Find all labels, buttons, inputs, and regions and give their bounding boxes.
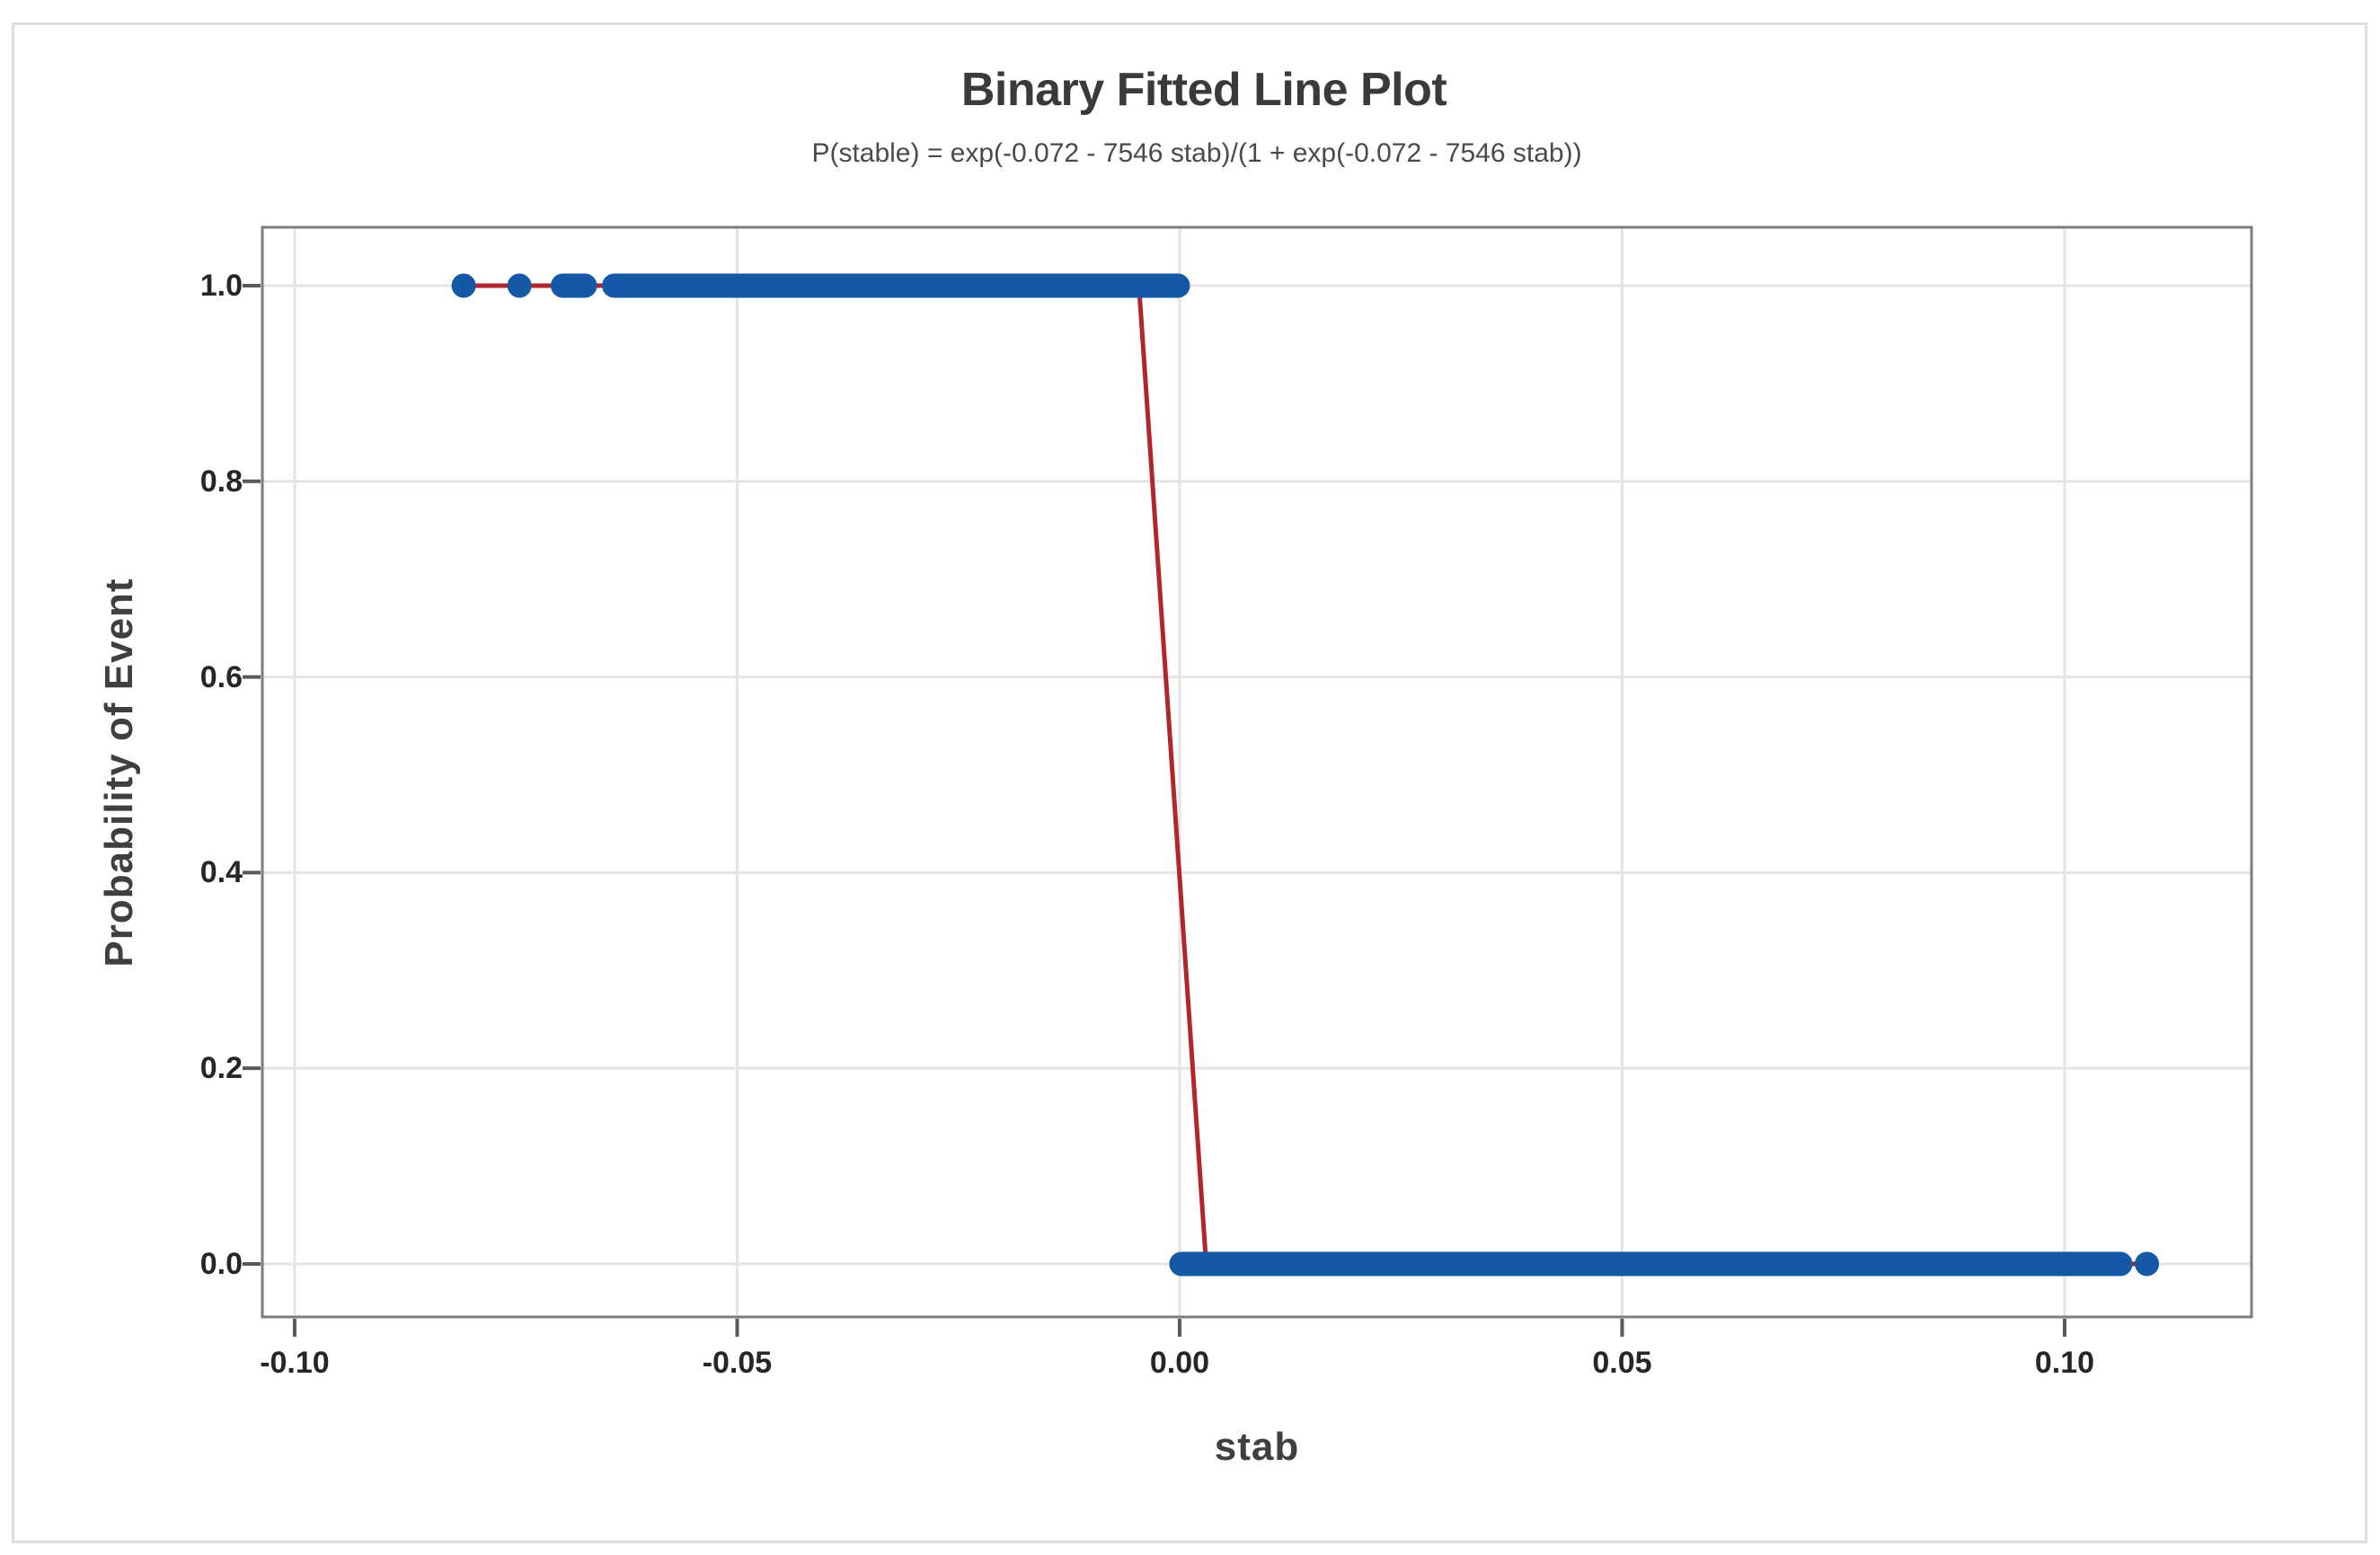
y-tick-label: 1.0	[199, 269, 243, 303]
plot-area	[262, 227, 2252, 1317]
plot-frame	[261, 225, 2253, 1319]
x-tick-label: -0.05	[702, 1346, 773, 1380]
chart-title: Binary Fitted Line Plot	[960, 64, 1447, 116]
y-axis-title: Probability of Event	[97, 578, 141, 967]
chart-subtitle-equation: P(stable) = exp(-0.072 - 7546 stab)/(1 +…	[811, 138, 1582, 168]
observation-point	[2135, 1251, 2160, 1277]
observation-point	[451, 273, 476, 298]
y-tick-label: 0.0	[199, 1246, 243, 1281]
y-tick-label: 0.2	[199, 1051, 243, 1086]
y-tick-label: 0.6	[199, 659, 243, 694]
y-tick-label: 0.4	[199, 855, 243, 890]
x-tick-label: 0.10	[2034, 1346, 2095, 1380]
observation-point	[507, 273, 532, 298]
figure-border	[12, 22, 2367, 1543]
x-axis-title: stab	[1214, 1425, 1300, 1469]
x-tick-label: 0.00	[1149, 1346, 1210, 1380]
x-tick-label: -0.10	[260, 1346, 330, 1380]
x-tick-label: 0.05	[1592, 1346, 1652, 1380]
y-tick-label: 0.8	[199, 464, 243, 499]
